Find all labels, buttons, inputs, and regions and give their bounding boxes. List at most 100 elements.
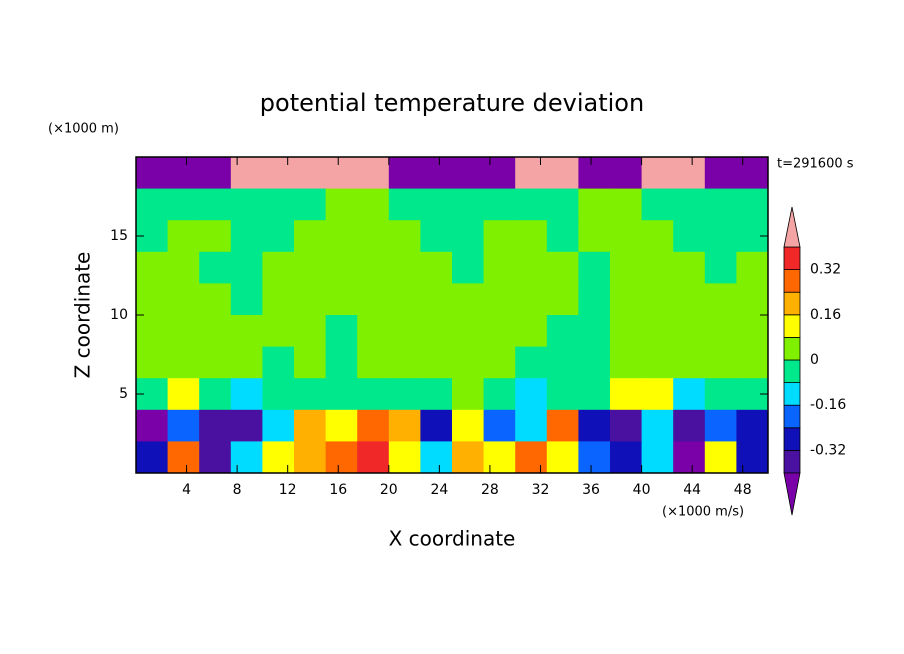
contour-cell [673,220,706,253]
contour-cell [230,220,263,253]
x-tick-label: 32 [532,482,550,498]
contour-cell [610,409,643,442]
contour-cell [546,220,579,253]
contour-cell [136,188,169,221]
contour-cell [357,346,390,379]
contour-cell [325,378,358,411]
contour-cell [230,188,263,221]
x-tick-label: 8 [233,482,242,498]
contour-cell [420,283,453,316]
contour-cell [546,441,579,474]
contour-cell [136,251,169,284]
contour-cell [610,346,643,379]
contour-cell [262,441,295,474]
contour-cell [388,188,421,221]
contour-cell [357,409,390,442]
contour-cell [515,409,548,442]
colorbar-tick-label: 0 [810,352,819,368]
contour-cell [483,441,516,474]
contour-cell [199,251,232,284]
contour-cell [230,346,263,379]
contour-cell [199,346,232,379]
contour-cell [610,251,643,284]
contour-cell [420,315,453,348]
contour-cell [357,315,390,348]
x-tick-label: 20 [380,482,398,498]
colorbar-box [783,427,801,451]
contour-cell [230,409,263,442]
contour-cell [641,283,674,316]
contour-cell [578,378,611,411]
contour-cell [325,188,358,221]
contour-cell [262,188,295,221]
contour-cell [325,441,358,474]
contour-cell [610,441,643,474]
contour-cell [546,188,579,221]
contour-cell [230,378,263,411]
contour-cell [294,378,327,411]
colorbar-box [783,246,801,271]
contour-cell [136,441,169,474]
contour-cell [325,315,358,348]
colorbar-box [783,359,801,384]
colorbar: 0.32 0.16 0 -0.16 -0.32 [783,206,846,516]
contour-cell [262,409,295,442]
contour-cell [641,251,674,284]
contour-cell [736,441,769,474]
contour-cell [704,315,737,348]
contour-cell [704,251,737,284]
contour-cell [673,346,706,379]
contour-cell [515,378,548,411]
contour-cell [230,441,263,474]
colorbar-box [783,404,801,429]
contour-cell [673,409,706,442]
contour-cell [515,220,548,253]
contour-cell [294,409,327,442]
contour-cell [199,283,232,316]
contour-cell [199,409,232,442]
contour-cell [420,188,453,221]
contour-cell [199,157,232,190]
contour-cell [546,346,579,379]
contour-cell [452,441,485,474]
contour-cell [199,188,232,221]
contour-cell [357,251,390,284]
contour-cell [167,251,200,284]
y-tick-label: 10 [110,307,128,323]
contour-cell [388,315,421,348]
contour-cell [578,409,611,442]
contour-cell [641,220,674,253]
contour-cell [230,157,263,190]
contour-cell [357,188,390,221]
contour-cell [230,251,263,284]
contour-cell [325,251,358,284]
contour-cell [578,251,611,284]
contour-cell [357,220,390,253]
contour-cell [515,251,548,284]
contour-cell [167,409,200,442]
contour-cell [167,346,200,379]
contour-cell [578,220,611,253]
y-tick-label: 15 [110,228,128,244]
contour-cell [325,157,358,190]
contour-cell [578,315,611,348]
contour-cell [136,283,169,316]
contour-cell [420,220,453,253]
contour-cell [704,441,737,474]
contour-cell [452,378,485,411]
contour-cell [199,441,232,474]
contour-cell [610,188,643,221]
contour-cell [578,157,611,190]
contour-cell [262,220,295,253]
contour-cell [483,346,516,379]
contour-cell [673,441,706,474]
contour-cell [420,409,453,442]
contour-cell [578,283,611,316]
contour-cell [294,220,327,253]
colorbar-box [783,336,801,361]
contour-cell [199,315,232,348]
contour-cell [515,188,548,221]
contour-cell [483,220,516,253]
contour-cell [136,346,169,379]
